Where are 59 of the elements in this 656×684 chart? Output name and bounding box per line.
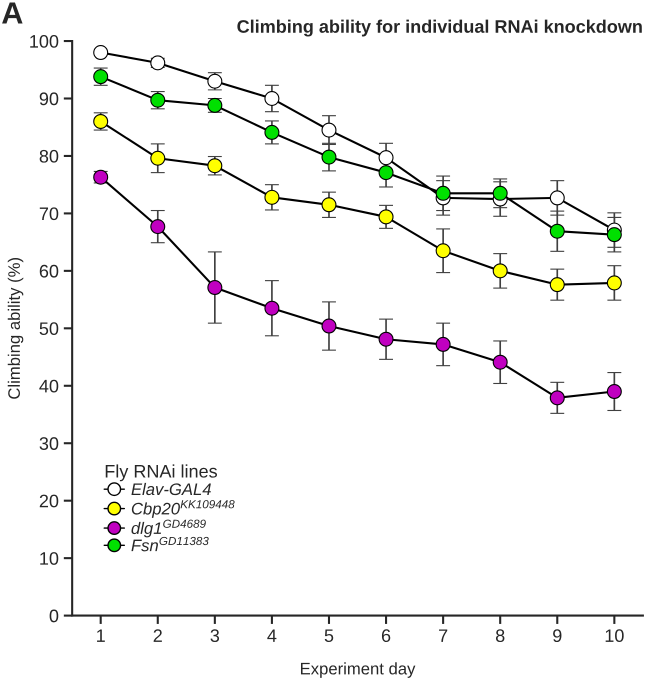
chart-title: Climbing ability for individual RNAi knockdown bbox=[237, 20, 642, 37]
x-tick-label: 6 bbox=[382, 629, 390, 642]
point bbox=[378, 165, 394, 180]
point bbox=[550, 224, 565, 239]
x-tick-label: 7 bbox=[439, 629, 448, 642]
legend-title: Fly RNAi lines bbox=[106, 464, 217, 482]
y-tick-label: 90 bbox=[40, 92, 58, 106]
point bbox=[550, 190, 565, 206]
y-tick-label: 20 bbox=[40, 494, 58, 508]
point bbox=[378, 150, 394, 166]
point bbox=[321, 122, 336, 138]
y-tick-label: 60 bbox=[40, 264, 58, 278]
y-tick-label: 80 bbox=[40, 150, 58, 163]
y-tick-label: 0 bbox=[50, 610, 58, 622]
legend-label: dlg1$^{GD4689}$ bbox=[132, 520, 206, 538]
y-tick-label: 100 bbox=[30, 34, 58, 48]
legend-label: Fsn$^{GD11383}$ bbox=[131, 536, 209, 552]
y-tick-label: 30 bbox=[40, 437, 58, 450]
point bbox=[150, 150, 166, 166]
x-tick-label: 10 bbox=[606, 629, 624, 642]
x-tick-label: 1 bbox=[97, 629, 105, 642]
x-tick-label: 5 bbox=[324, 629, 334, 642]
y-axis-title: Climbing ability (%) bbox=[8, 258, 24, 399]
y-tick-label: 10 bbox=[40, 552, 58, 565]
x-tick-label: 8 bbox=[496, 629, 504, 642]
point bbox=[93, 45, 108, 60]
x-axis-title: Experiment day bbox=[300, 662, 416, 678]
point bbox=[264, 90, 280, 106]
x-tick-label: 9 bbox=[553, 629, 562, 642]
point bbox=[150, 219, 166, 234]
point bbox=[436, 186, 451, 201]
point bbox=[550, 277, 565, 292]
point bbox=[606, 275, 622, 290]
point bbox=[606, 384, 622, 400]
x-tick-label: 2 bbox=[154, 629, 162, 642]
point bbox=[492, 263, 508, 278]
text: A bbox=[2, 2, 23, 24]
point bbox=[492, 186, 508, 201]
point bbox=[378, 332, 394, 347]
point bbox=[436, 336, 451, 352]
y-tick-label: 40 bbox=[39, 380, 58, 392]
point bbox=[321, 150, 336, 165]
point bbox=[264, 190, 280, 205]
legend-label: Elav-GAL4 bbox=[131, 482, 211, 496]
point bbox=[492, 354, 508, 370]
point bbox=[436, 243, 451, 258]
x-tick-label: 3 bbox=[210, 629, 220, 642]
point bbox=[378, 209, 394, 224]
legend-label: Cbp20$^{KK109448}$ bbox=[132, 500, 235, 518]
point bbox=[264, 124, 280, 140]
point bbox=[321, 318, 336, 334]
point bbox=[207, 280, 222, 296]
point bbox=[550, 390, 565, 406]
x-tick-label: 4 bbox=[267, 629, 276, 642]
y-tick-label: 50 bbox=[40, 322, 58, 336]
point bbox=[321, 197, 336, 212]
y-tick-label: 70 bbox=[40, 207, 58, 220]
point bbox=[606, 227, 622, 242]
point bbox=[264, 300, 280, 316]
